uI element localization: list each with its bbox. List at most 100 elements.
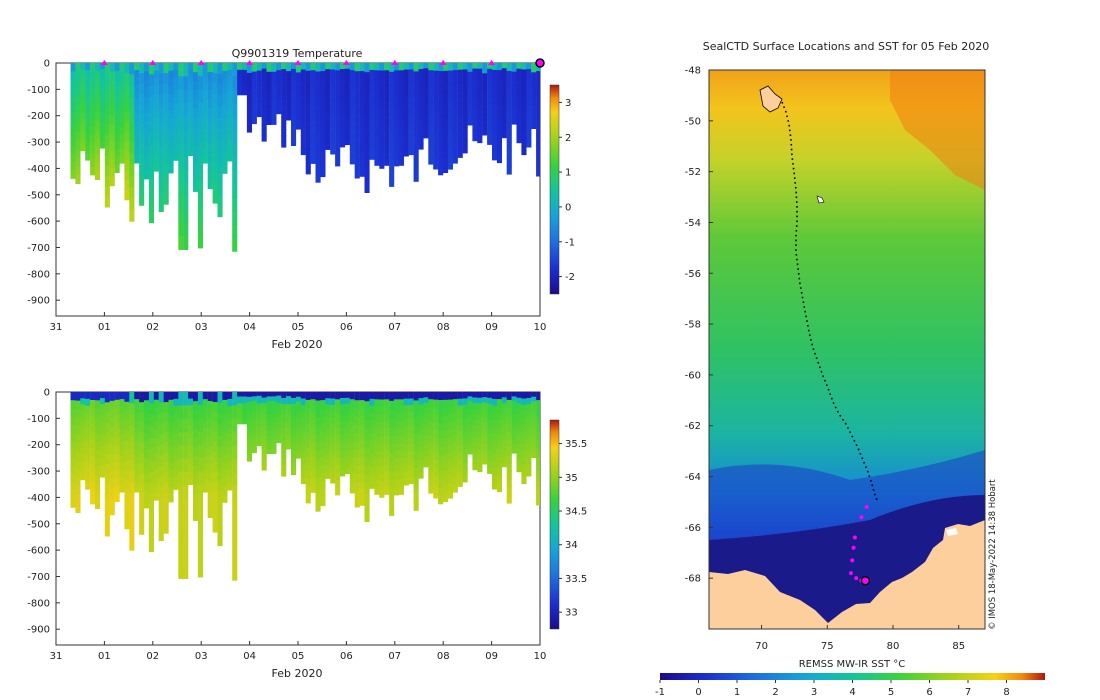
section-cell <box>217 490 223 503</box>
section-cell <box>379 63 385 72</box>
section-cell <box>511 405 517 411</box>
section-cell <box>438 118 444 128</box>
section-cell <box>212 442 218 453</box>
section-cell <box>90 431 96 441</box>
section-cell <box>85 111 91 119</box>
section-cell <box>139 184 145 196</box>
section-cell <box>188 451 194 459</box>
section-cell <box>90 447 96 457</box>
section-cell <box>286 95 292 101</box>
section-cell <box>379 489 385 498</box>
section-cell <box>119 420 125 429</box>
section-cell <box>501 95 507 101</box>
section-cell <box>423 445 429 452</box>
section-cell <box>344 138 350 146</box>
section-cell <box>349 399 355 407</box>
section-cell <box>521 411 527 419</box>
section-cell <box>526 427 532 435</box>
section-cell <box>389 453 395 463</box>
section-cell <box>158 63 164 75</box>
section-cell <box>482 88 488 95</box>
section-cell <box>482 402 488 408</box>
section-cell <box>276 392 282 397</box>
section-cell <box>217 106 223 119</box>
section-cell <box>119 120 125 128</box>
section-cell <box>256 414 262 420</box>
section-cell <box>183 471 189 486</box>
section-cell <box>472 96 478 103</box>
section-cell <box>202 155 208 164</box>
section-cell <box>305 431 311 441</box>
section-cell <box>359 464 365 474</box>
section-cell <box>85 454 91 462</box>
section-cell <box>109 115 115 125</box>
section-cell <box>99 87 105 94</box>
x-tick-label: 06 <box>340 651 353 662</box>
section-cell <box>227 427 233 435</box>
section-cell <box>325 143 331 150</box>
section-cell <box>335 443 341 452</box>
section-cell <box>335 392 341 400</box>
section-cell <box>134 120 140 128</box>
section-cell <box>482 428 488 434</box>
section-cell <box>487 450 493 457</box>
section-cell <box>374 457 380 466</box>
section-cell <box>369 152 375 160</box>
section-cell <box>85 97 91 106</box>
section-cell <box>379 399 385 408</box>
section-cell <box>394 458 400 466</box>
section-cell <box>80 423 86 431</box>
section-cell <box>276 110 282 115</box>
section-cell <box>148 403 154 416</box>
section-cell <box>95 171 101 180</box>
section-cell <box>281 69 287 76</box>
temperature-title: Q9901319 Temperature <box>232 47 363 60</box>
section-cell <box>364 429 370 439</box>
section-cell <box>80 467 86 474</box>
section-cell <box>202 84 208 93</box>
section-cell <box>281 440 287 447</box>
section-cell <box>276 88 282 93</box>
section-cell <box>109 80 115 90</box>
section-cell <box>462 398 468 406</box>
section-cell <box>447 467 453 476</box>
section-cell <box>232 513 238 527</box>
section-cell <box>90 423 96 433</box>
section-cell <box>163 93 169 104</box>
section-cell <box>413 130 419 140</box>
section-cell <box>251 106 257 112</box>
section-cell <box>477 454 483 461</box>
section-cell <box>349 464 355 472</box>
section-cell <box>286 79 292 84</box>
section-cell <box>246 127 252 133</box>
section-cell <box>511 76 517 82</box>
section-cell <box>124 431 130 442</box>
section-cell <box>227 399 233 407</box>
sst-colorbar-tick-label: 5 <box>888 687 894 698</box>
section-cell <box>384 486 390 495</box>
section-cell <box>379 429 385 438</box>
section-cell <box>379 467 385 476</box>
section-cell <box>163 492 169 504</box>
section-cell <box>536 416 540 425</box>
section-cell <box>428 70 434 78</box>
section-cell <box>251 110 257 116</box>
section-cell <box>153 155 159 164</box>
section-cell <box>354 490 360 500</box>
section-cell <box>148 471 154 484</box>
section-cell <box>158 116 164 128</box>
section-cell <box>242 65 248 69</box>
section-cell <box>447 153 453 162</box>
section-cell <box>315 165 321 175</box>
section-cell <box>315 443 321 453</box>
section-cell <box>173 433 179 442</box>
section-cell <box>492 111 498 119</box>
section-cell <box>168 446 174 456</box>
section-cell <box>330 63 336 71</box>
section-cell <box>291 133 297 141</box>
section-cell <box>232 116 238 131</box>
section-cell <box>398 121 404 130</box>
antarctic-land <box>709 520 985 629</box>
section-cell <box>408 450 414 458</box>
section-cell <box>335 143 341 152</box>
